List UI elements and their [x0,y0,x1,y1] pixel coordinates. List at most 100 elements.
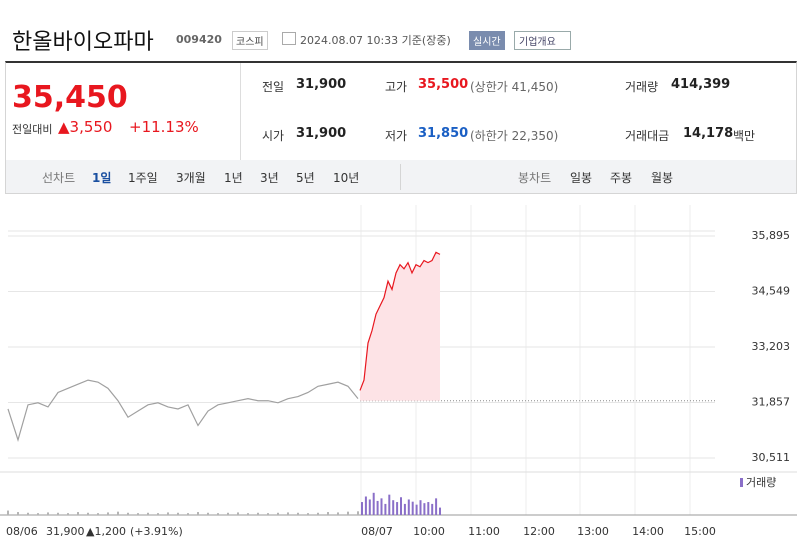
volume-bar [87,512,89,515]
tab-bar [5,160,797,194]
tab[interactable]: 5년 [296,171,315,185]
volume-bar [427,502,430,515]
x-tick-label: 10:00 [413,525,445,538]
change: ▲3,550 [58,118,113,136]
stat-label: 고가 [385,80,408,94]
volume-legend: 거래량 [746,476,776,489]
volume-bar [327,512,329,515]
divider [400,164,401,190]
stat-value: 35,500 [418,77,469,92]
y-tick-label: 31,857 [752,395,791,408]
volume-legend-swatch [740,478,743,487]
x-tick-label: 14:00 [632,525,664,538]
volume-bar [376,500,379,515]
volume-bar [400,497,402,515]
tab[interactable]: 1일 [92,171,112,185]
volume-bar [364,496,367,515]
volume-bar [207,512,209,515]
tab[interactable]: 주봉 [610,171,633,185]
stat-label: 거래대금 [625,129,670,143]
volume-bar [217,513,219,515]
y-tick-label: 30,511 [752,451,791,464]
price-line [7,379,359,442]
x-tick-label: 13:00 [577,525,609,538]
volume-bar [137,513,139,515]
volume-bar [372,492,375,515]
volume-bar [127,512,129,515]
stat-value: 414,399 [671,77,731,92]
volume-bar [177,512,179,515]
tab-label: 선차트 [42,171,76,185]
stat-label: 저가 [385,129,408,143]
volume-bar [415,504,418,515]
volume-bar [317,512,319,515]
volume-bar [347,511,349,515]
volume-bar [419,500,422,515]
volume-bar [277,512,279,515]
volume-bar [361,502,363,515]
volume-bar [435,498,438,515]
volume-bar [187,513,189,515]
footer-price: 31,900 [46,525,85,538]
volume-bar [431,503,434,515]
stat-value: 31,900 [296,126,347,141]
volume-bar [337,512,339,515]
volume-bar [368,499,371,515]
stat-value: 31,850 [418,126,469,141]
tab[interactable]: 10년 [333,171,360,185]
volume-bar [97,513,99,515]
stock-name: 한올바이오파마 [12,30,154,55]
area [360,252,440,401]
tab[interactable]: 일봉 [570,171,593,185]
volume-bar [237,512,239,515]
volume-bar [147,512,149,515]
stat-label: 전일 [262,80,285,94]
tab[interactable]: 월봉 [651,171,674,185]
stat-note: (상한가 41,450) [470,80,559,94]
realtime-button[interactable]: 실시간 [469,31,505,50]
volume-bar [67,513,69,515]
y-tick-label: 35,895 [752,229,791,242]
tab[interactable]: 1주일 [128,171,158,185]
footer-date: 08/06 [6,525,38,538]
volume-bar [7,510,9,515]
volume-bar [407,499,410,515]
stat-unit: 백만 [733,129,756,143]
timestamp: 2024.08.07 10:33 기준(장중) [300,34,451,47]
stat-note: (하한가 22,350) [470,129,559,143]
x-tick-label: 12:00 [523,525,555,538]
tab[interactable]: 3년 [260,171,279,185]
x-tick-label: 11:00 [468,525,500,538]
volume-bar [157,513,159,515]
volume-bar [403,503,406,515]
volume-bar [247,513,249,515]
volume-bar [47,512,49,515]
volume-bar [17,512,19,515]
price: 35,450 [12,80,128,115]
volume-bar [77,512,79,515]
tab[interactable]: 1년 [224,171,243,185]
x-tick-label: 15:00 [684,525,716,538]
stat-label: 거래량 [625,80,659,94]
volume-bar [396,502,399,515]
volume-bar [411,501,414,515]
volume-bar [384,503,387,515]
volume-bar [357,511,359,515]
volume-bar [197,512,199,515]
volume-bar [307,513,309,515]
volume-bar [297,512,299,515]
volume-bar [439,507,441,515]
volume-bar [380,498,383,515]
change-rate: +11.13% [129,118,199,136]
stat-label: 시가 [262,129,285,143]
tab-label: 봉차트 [518,171,552,185]
company-button[interactable]: 기업개요 [514,31,571,50]
volume-bar [388,494,391,515]
y-tick-label: 34,549 [752,285,791,298]
footer-rate: (+3.91%) [130,525,183,538]
volume-bar [257,512,259,515]
stat-value: 31,900 [296,77,347,92]
tab[interactable]: 3개월 [176,171,206,185]
